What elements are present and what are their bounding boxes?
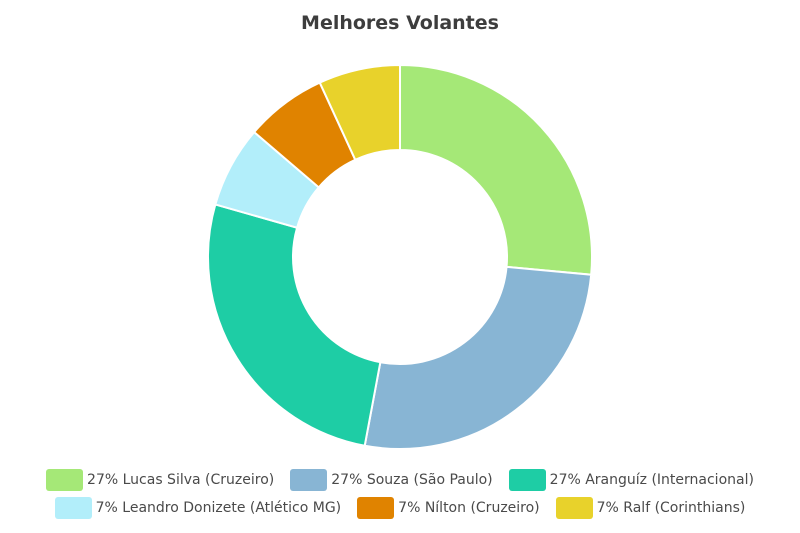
legend-label: 7% Ralf (Corinthians) xyxy=(596,500,746,516)
legend-swatch xyxy=(54,497,92,519)
legend-row: 27% Lucas Silva (Cruzeiro) 27% Souza (São… xyxy=(0,467,800,493)
donut-slice[interactable] xyxy=(363,265,593,450)
legend-item[interactable]: 27% Lucas Silva (Cruzeiro) xyxy=(46,469,274,491)
donut-slice[interactable] xyxy=(399,63,593,276)
legend-item[interactable]: 27% Souza (São Paulo) xyxy=(290,469,493,491)
legend-label: 27% Aranguíz (Internacional) xyxy=(549,472,754,488)
legend-item[interactable]: 7% Nílton (Cruzeiro) xyxy=(357,497,540,519)
legend-item[interactable]: 27% Aranguíz (Internacional) xyxy=(508,469,754,491)
legend-label: 7% Nílton (Cruzeiro) xyxy=(398,500,540,516)
legend-swatch xyxy=(357,497,395,519)
legend-swatch xyxy=(555,497,593,519)
legend-swatch xyxy=(46,469,84,491)
legend-swatch xyxy=(290,469,328,491)
donut-slice[interactable] xyxy=(207,203,382,447)
legend-swatch xyxy=(508,469,546,491)
legend-item[interactable]: 7% Ralf (Corinthians) xyxy=(555,497,746,519)
legend-label: 27% Souza (São Paulo) xyxy=(331,472,493,488)
donut-slice[interactable] xyxy=(318,63,401,162)
legend-row: 7% Leandro Donizete (Atlético MG) 7% Nílt… xyxy=(0,495,800,521)
legend-item[interactable]: 7% Leandro Donizete (Atlético MG) xyxy=(54,497,342,519)
legend-label: 27% Lucas Silva (Cruzeiro) xyxy=(87,472,275,488)
chart-title: Melhores Volantes xyxy=(301,12,499,34)
legend-label: 7% Leandro Donizete (Atlético MG) xyxy=(95,500,342,516)
